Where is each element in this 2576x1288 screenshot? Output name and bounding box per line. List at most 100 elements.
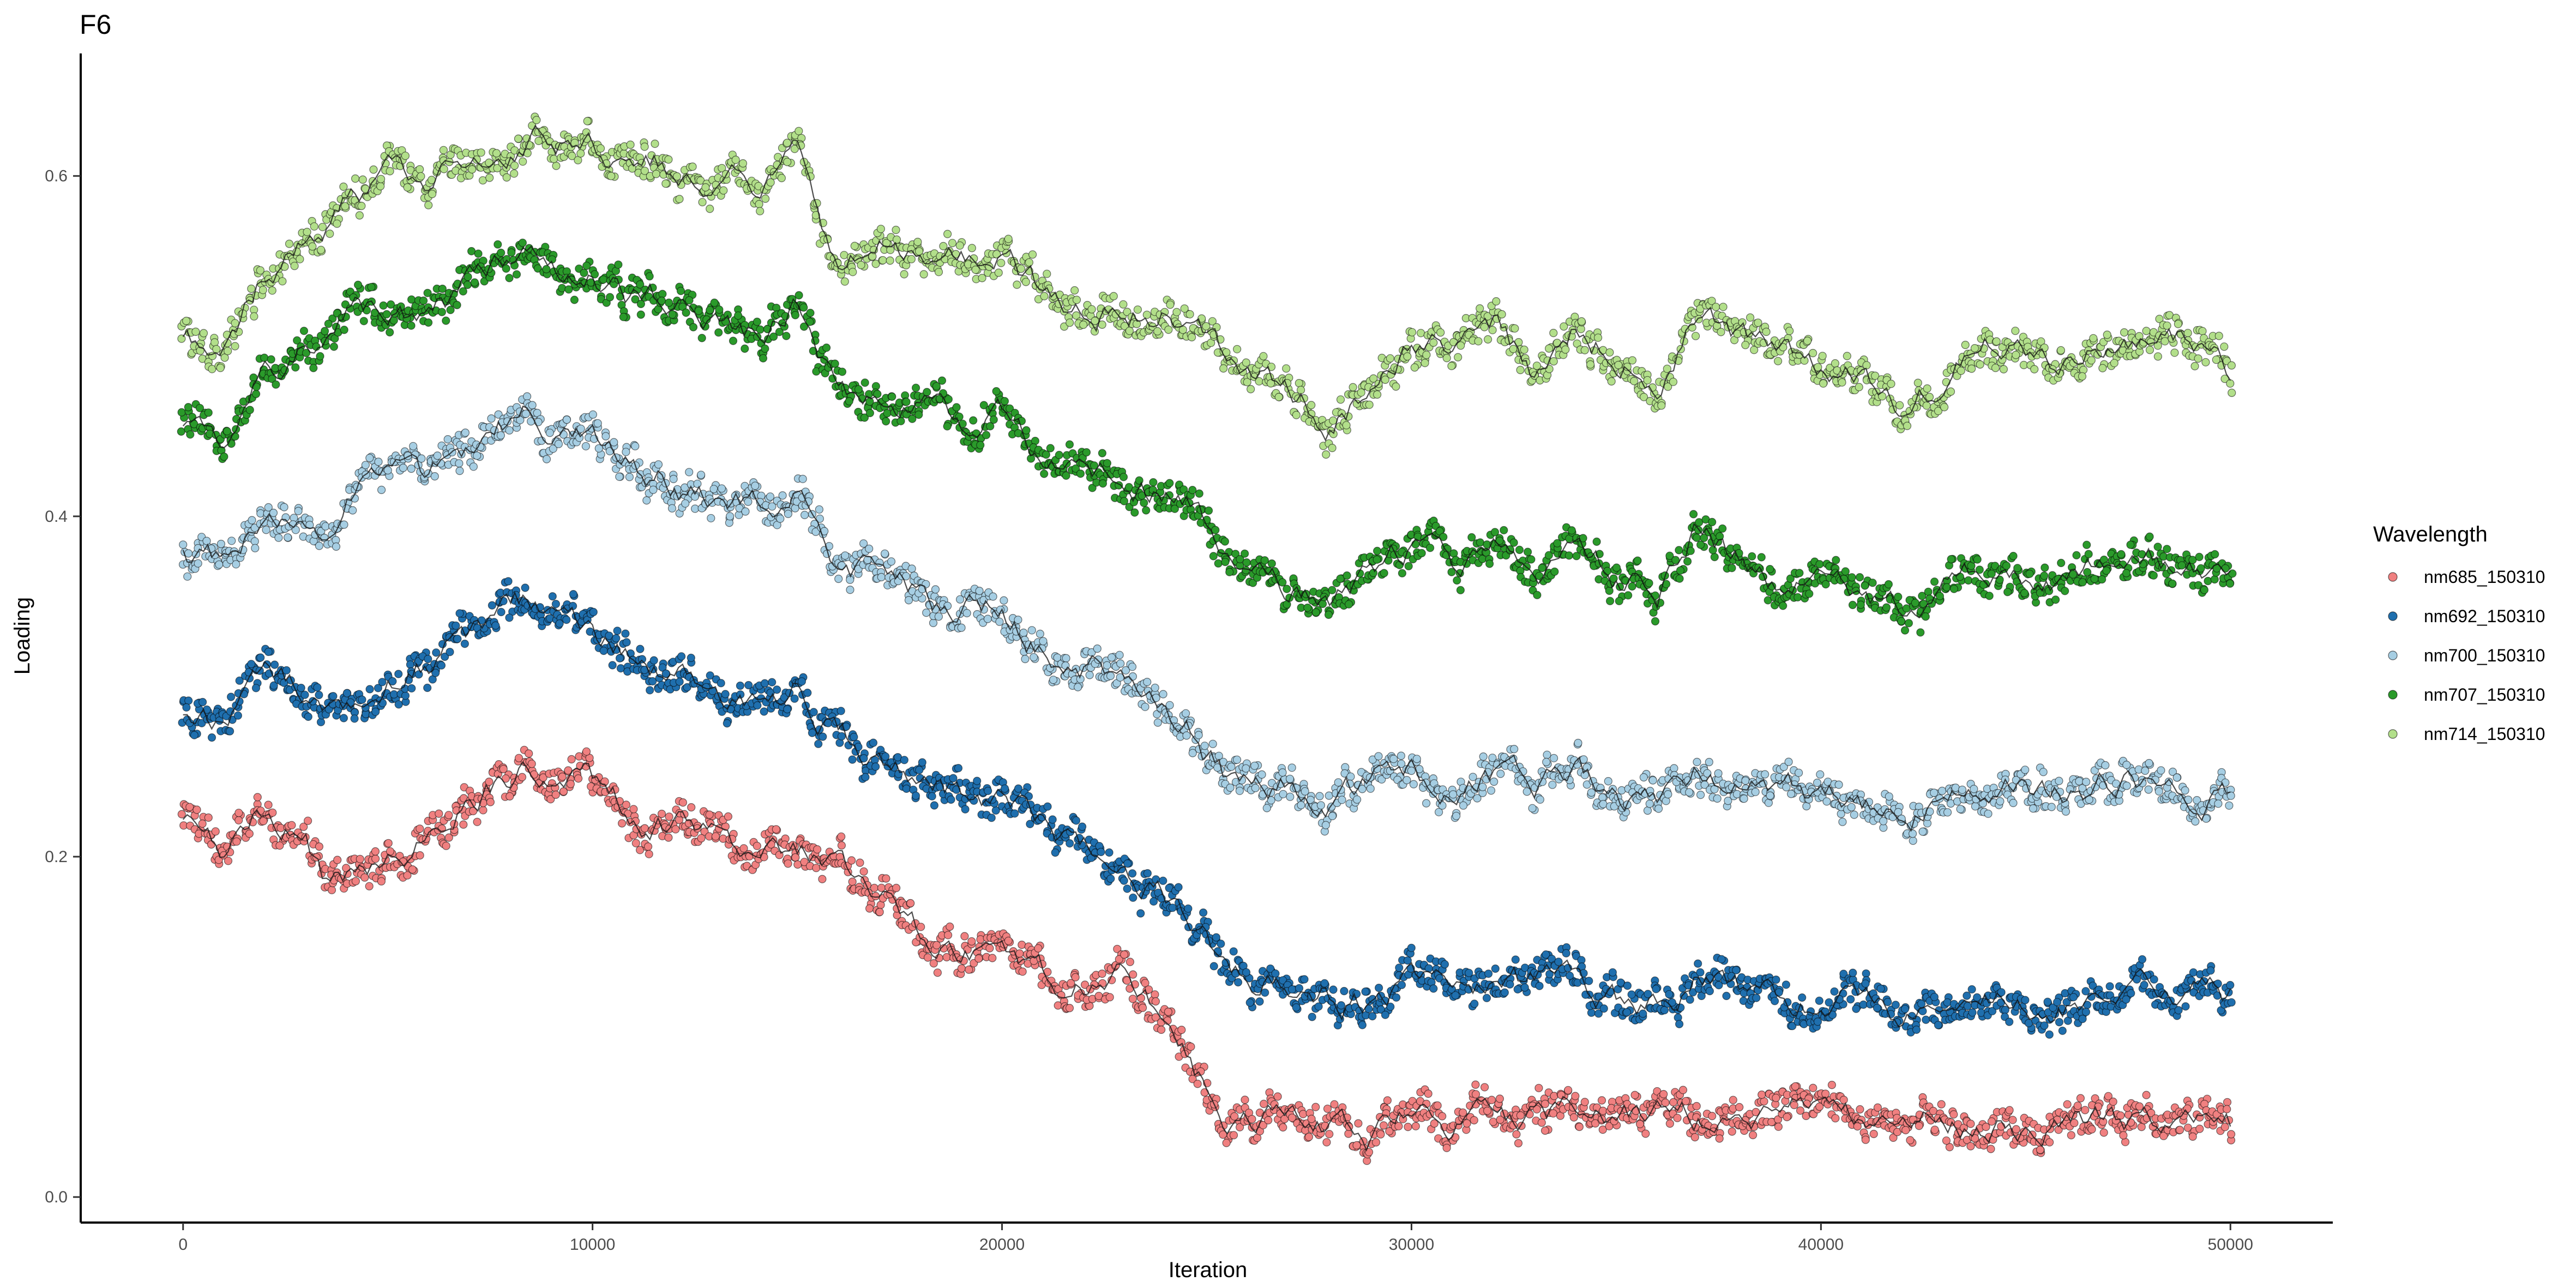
data-point — [1575, 1122, 1584, 1131]
data-point — [2220, 1123, 2229, 1131]
data-point — [622, 448, 630, 456]
data-point — [1213, 947, 1222, 956]
data-point — [1299, 1110, 1308, 1118]
data-point — [327, 886, 336, 894]
data-point — [182, 703, 191, 712]
data-point — [611, 785, 619, 794]
data-point — [693, 479, 702, 488]
data-point — [1030, 653, 1038, 661]
data-point — [416, 851, 424, 860]
data-point — [1065, 1003, 1074, 1013]
data-point — [918, 758, 926, 767]
data-point — [1906, 1136, 1915, 1145]
data-point — [1010, 809, 1019, 818]
data-point — [875, 907, 884, 917]
data-point — [485, 777, 493, 786]
data-point — [838, 368, 847, 376]
data-point — [264, 801, 273, 809]
data-point — [1782, 783, 1791, 792]
data-point — [1636, 1120, 1645, 1128]
data-point — [1470, 1116, 1478, 1124]
data-point — [1968, 1008, 1977, 1017]
data-point — [1115, 955, 1123, 964]
data-point — [957, 623, 966, 632]
data-point — [521, 583, 529, 592]
data-point — [378, 678, 387, 687]
data-point — [622, 638, 631, 647]
data-point — [601, 432, 610, 441]
data-point — [848, 755, 857, 764]
data-point — [2053, 998, 2062, 1007]
data-point — [1696, 968, 1705, 977]
data-point — [486, 798, 495, 806]
data-point — [1550, 754, 1558, 762]
data-point — [947, 795, 955, 804]
data-point — [1850, 810, 1858, 819]
data-point — [741, 507, 750, 516]
data-point — [316, 718, 326, 726]
data-point — [645, 272, 654, 281]
data-point — [407, 464, 416, 473]
data-point — [815, 505, 824, 514]
data-point — [1963, 1002, 1972, 1010]
data-point — [1809, 1084, 1817, 1092]
data-point — [1085, 671, 1094, 679]
data-point — [339, 714, 348, 723]
data-point — [1686, 995, 1694, 1004]
data-point — [227, 537, 236, 545]
data-point — [1375, 983, 1383, 992]
data-point — [216, 539, 225, 549]
data-point — [1376, 1130, 1385, 1139]
data-point — [772, 825, 780, 834]
data-point — [1484, 969, 1493, 978]
data-point — [1682, 1097, 1690, 1105]
data-point — [1548, 780, 1557, 789]
data-point — [1257, 770, 1266, 779]
data-point — [1839, 1096, 1848, 1104]
data-point — [756, 325, 765, 334]
data-point — [2122, 760, 2131, 769]
data-point — [1325, 1130, 1334, 1139]
data-point — [800, 510, 809, 520]
data-point — [2140, 980, 2148, 989]
data-point — [459, 820, 468, 829]
data-point — [437, 661, 446, 670]
data-point — [1958, 785, 1967, 794]
data-point — [1194, 731, 1203, 739]
data-point — [1066, 839, 1074, 848]
data-point — [900, 756, 909, 765]
data-point — [1451, 991, 1460, 1000]
data-point — [2213, 979, 2222, 988]
data-point — [1623, 981, 1632, 990]
data-point — [1714, 769, 1723, 778]
data-point — [654, 460, 663, 469]
data-point — [287, 821, 296, 829]
data-point — [1482, 994, 1491, 1002]
data-point — [621, 629, 630, 638]
data-point — [551, 783, 559, 792]
data-point — [1217, 940, 1225, 948]
data-point — [1307, 1115, 1316, 1123]
data-point — [931, 585, 940, 594]
data-point — [1229, 947, 1238, 956]
data-point — [1071, 973, 1080, 982]
data-point — [2227, 1130, 2236, 1139]
data-point — [1783, 1112, 1791, 1122]
data-point — [1242, 764, 1250, 773]
data-point — [234, 816, 243, 824]
data-point — [1909, 836, 1917, 845]
data-point — [232, 560, 240, 569]
data-point — [505, 792, 514, 801]
data-point — [1139, 1003, 1147, 1012]
data-point — [1459, 801, 1468, 810]
data-point — [861, 773, 870, 781]
data-point — [1321, 821, 1330, 829]
data-point — [1795, 768, 1803, 777]
data-point — [250, 537, 259, 546]
data-point — [2176, 1126, 2184, 1134]
data-point — [1534, 1084, 1543, 1092]
data-point — [505, 613, 514, 622]
data-point — [1909, 1115, 1918, 1124]
data-point — [1285, 774, 1295, 783]
data-point — [251, 684, 261, 693]
